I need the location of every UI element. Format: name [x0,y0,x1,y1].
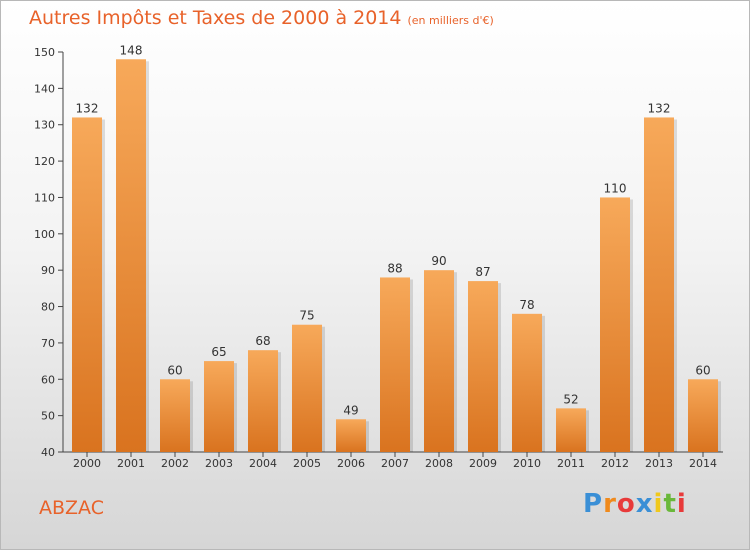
bar [468,281,498,452]
bar [644,117,674,453]
x-tick-label: 2012 [601,457,629,470]
y-tick-label: 90 [41,264,55,277]
bar [600,197,630,452]
x-tick-label: 2005 [293,457,321,470]
bar-value-label: 52 [563,392,578,406]
bar-value-label: 65 [211,345,226,359]
bar-value-label: 110 [604,181,627,195]
bar-value-label: 60 [695,363,710,377]
x-tick-label: 2004 [249,457,277,470]
bar [72,117,102,453]
bar-value-label: 90 [431,254,446,268]
bar-value-label: 87 [475,265,490,279]
bar [688,379,718,452]
bar [380,277,410,452]
x-tick-label: 2011 [557,457,585,470]
y-tick-label: 50 [41,410,55,423]
bar-value-label: 78 [519,298,534,312]
x-tick-label: 2001 [117,457,145,470]
proxiti-logo-letter: r [603,489,617,519]
y-tick-label: 120 [34,155,55,168]
x-tick-label: 2008 [425,457,453,470]
x-tick-label: 2009 [469,457,497,470]
y-tick-label: 130 [34,119,55,132]
proxiti-logo-letter: i [653,489,664,519]
bar-value-label: 148 [120,43,143,57]
y-tick-label: 60 [41,373,55,386]
bar-value-label: 88 [387,261,402,275]
y-tick-label: 40 [41,446,55,459]
x-tick-label: 2007 [381,457,409,470]
y-tick-label: 70 [41,337,55,350]
x-tick-label: 2000 [73,457,101,470]
bar [160,379,190,452]
bar [512,313,542,452]
bar-value-label: 68 [255,334,270,348]
bar [248,350,278,452]
x-tick-label: 2002 [161,457,189,470]
chart-title: Autres Impôts et Taxes de 2000 à 2014 (en… [29,7,494,29]
bar-value-label: 132 [76,101,99,115]
chart-title-text: Autres Impôts et Taxes de 2000 à 2014 [29,7,402,29]
y-tick-label: 150 [34,46,55,59]
bar-value-label: 49 [343,403,358,417]
y-tick-label: 100 [34,228,55,241]
proxiti-logo-letter: x [635,489,654,519]
y-tick-label: 80 [41,301,55,314]
x-tick-label: 2010 [513,457,541,470]
chart-unit: (en milliers d'€) [407,14,494,27]
x-tick-label: 2013 [645,457,673,470]
proxiti-logo-letter: i [676,489,687,519]
bar [116,59,146,452]
x-tick-label: 2014 [689,457,717,470]
bar [424,270,454,452]
y-tick-label: 110 [34,191,55,204]
bar-value-label: 132 [648,101,671,115]
bar [336,419,366,452]
proxiti-logo-letter: P [583,489,604,519]
bar [204,361,234,452]
proxiti-logo-letter: t [663,489,677,519]
x-tick-label: 2003 [205,457,233,470]
place-name: ABZAC [39,497,104,519]
bar [556,408,586,452]
y-tick-label: 140 [34,82,55,95]
x-tick-label: 2006 [337,457,365,470]
bar-value-label: 60 [167,363,182,377]
proxiti-logo: Proxiti [583,489,687,519]
bar [292,324,322,452]
bar-value-label: 75 [299,309,314,323]
proxiti-logo-letter: o [616,489,636,519]
